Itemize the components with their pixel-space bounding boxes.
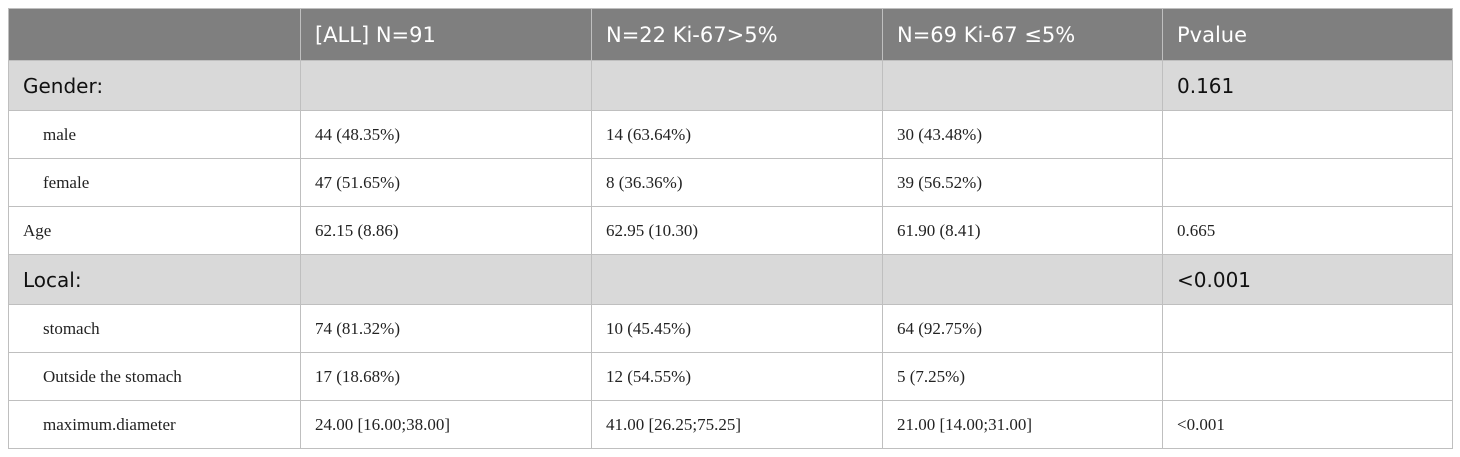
header-cell: N=22 Ki-67>5% — [591, 8, 883, 61]
row: maximum.diameter 24.00 [16.00;38.00] 41.… — [8, 400, 1453, 449]
cell — [591, 254, 883, 305]
header-cell: N=69 Ki-67 ≤5% — [882, 8, 1163, 61]
cell: 74 (81.32%) — [300, 304, 592, 353]
cell: 44 (48.35%) — [300, 110, 592, 159]
cell — [1162, 304, 1453, 353]
cell: 39 (56.52%) — [882, 158, 1163, 207]
cell — [1162, 352, 1453, 401]
cell — [1162, 110, 1453, 159]
header-row: [ALL] N=91 N=22 Ki-67>5% N=69 Ki-67 ≤5% … — [8, 8, 1453, 61]
cell: 17 (18.68%) — [300, 352, 592, 401]
cell: 14 (63.64%) — [591, 110, 883, 159]
header-cell — [8, 8, 301, 61]
cell — [591, 60, 883, 111]
header-cell: Pvalue — [1162, 8, 1453, 61]
row: female 47 (51.65%) 8 (36.36%) 39 (56.52%… — [8, 158, 1453, 207]
cell: 62.95 (10.30) — [591, 206, 883, 255]
row: male 44 (48.35%) 14 (63.64%) 30 (43.48%) — [8, 110, 1453, 159]
cell — [882, 60, 1163, 111]
cell: 30 (43.48%) — [882, 110, 1163, 159]
cell: 24.00 [16.00;38.00] — [300, 400, 592, 449]
cell: 5 (7.25%) — [882, 352, 1163, 401]
cell: 21.00 [14.00;31.00] — [882, 400, 1163, 449]
header-cell: [ALL] N=91 — [300, 8, 592, 61]
row: Outside the stomach 17 (18.68%) 12 (54.5… — [8, 352, 1453, 401]
section-row: Gender: 0.161 — [8, 60, 1453, 111]
row-label: female — [8, 158, 301, 207]
p-value: 0.161 — [1162, 60, 1453, 111]
row-label: male — [8, 110, 301, 159]
cell: 41.00 [26.25;75.25] — [591, 400, 883, 449]
cell — [882, 254, 1163, 305]
cell: 8 (36.36%) — [591, 158, 883, 207]
cell — [300, 60, 592, 111]
cell: 47 (51.65%) — [300, 158, 592, 207]
cell: 62.15 (8.86) — [300, 206, 592, 255]
row-label: Local: — [8, 254, 301, 305]
p-value: <0.001 — [1162, 254, 1453, 305]
cell: 61.90 (8.41) — [882, 206, 1163, 255]
cell: 12 (54.55%) — [591, 352, 883, 401]
row-label: Outside the stomach — [8, 352, 301, 401]
row-label: stomach — [8, 304, 301, 353]
row-label: maximum.diameter — [8, 400, 301, 449]
data-table: [ALL] N=91 N=22 Ki-67>5% N=69 Ki-67 ≤5% … — [8, 8, 1453, 449]
cell: 10 (45.45%) — [591, 304, 883, 353]
p-value: <0.001 — [1162, 400, 1453, 449]
row: Age 62.15 (8.86) 62.95 (10.30) 61.90 (8.… — [8, 206, 1453, 255]
cell — [300, 254, 592, 305]
p-value: 0.665 — [1162, 206, 1453, 255]
section-row: Local: <0.001 — [8, 254, 1453, 305]
row: stomach 74 (81.32%) 10 (45.45%) 64 (92.7… — [8, 304, 1453, 353]
row-label: Gender: — [8, 60, 301, 111]
cell: 64 (92.75%) — [882, 304, 1163, 353]
cell — [1162, 158, 1453, 207]
row-label: Age — [8, 206, 301, 255]
